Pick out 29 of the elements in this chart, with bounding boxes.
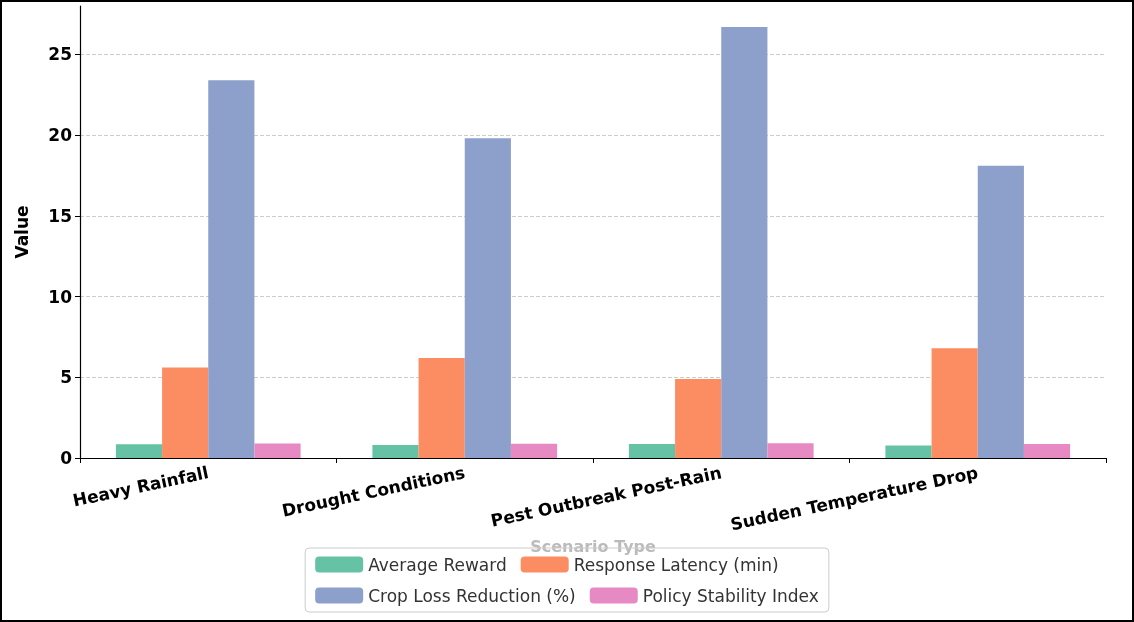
bar xyxy=(931,348,978,458)
x-tick-label: Heavy Rainfall xyxy=(70,462,211,511)
y-tick-label: 0 xyxy=(60,448,73,468)
bar xyxy=(885,445,932,458)
bar xyxy=(162,367,209,458)
bar xyxy=(254,443,301,458)
y-tick-label: 10 xyxy=(48,286,73,307)
legend-label: Response Latency (min) xyxy=(573,554,779,575)
bar xyxy=(418,357,465,458)
bar xyxy=(675,378,722,458)
bar xyxy=(628,443,676,458)
legend-label: Average Reward xyxy=(368,554,507,575)
bar xyxy=(372,445,419,458)
bar xyxy=(208,80,255,458)
y-tick-label: 15 xyxy=(48,205,72,226)
bar xyxy=(977,165,1024,458)
legend-label: Policy Stability Index xyxy=(642,585,819,606)
bar xyxy=(510,443,558,458)
y-tick-label: 25 xyxy=(48,44,72,65)
bar xyxy=(115,444,163,458)
bar xyxy=(767,443,814,458)
legend-label: Crop Loss Reduction (%) xyxy=(368,585,576,606)
y-tick-label: 20 xyxy=(48,125,73,146)
y-axis-title: Value xyxy=(11,205,32,259)
bar xyxy=(1023,444,1071,458)
bar xyxy=(721,26,768,458)
bar xyxy=(464,138,511,458)
x-axis-title: Scenario Type xyxy=(530,536,657,556)
y-tick-label: 5 xyxy=(60,367,72,388)
